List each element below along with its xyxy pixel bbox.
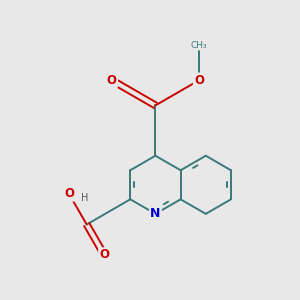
- Text: O: O: [64, 188, 74, 200]
- Text: O: O: [194, 74, 204, 87]
- Text: O: O: [99, 248, 109, 262]
- Text: H: H: [81, 193, 88, 203]
- Text: CH₃: CH₃: [191, 40, 207, 50]
- Text: O: O: [107, 74, 117, 87]
- Text: N: N: [150, 207, 161, 220]
